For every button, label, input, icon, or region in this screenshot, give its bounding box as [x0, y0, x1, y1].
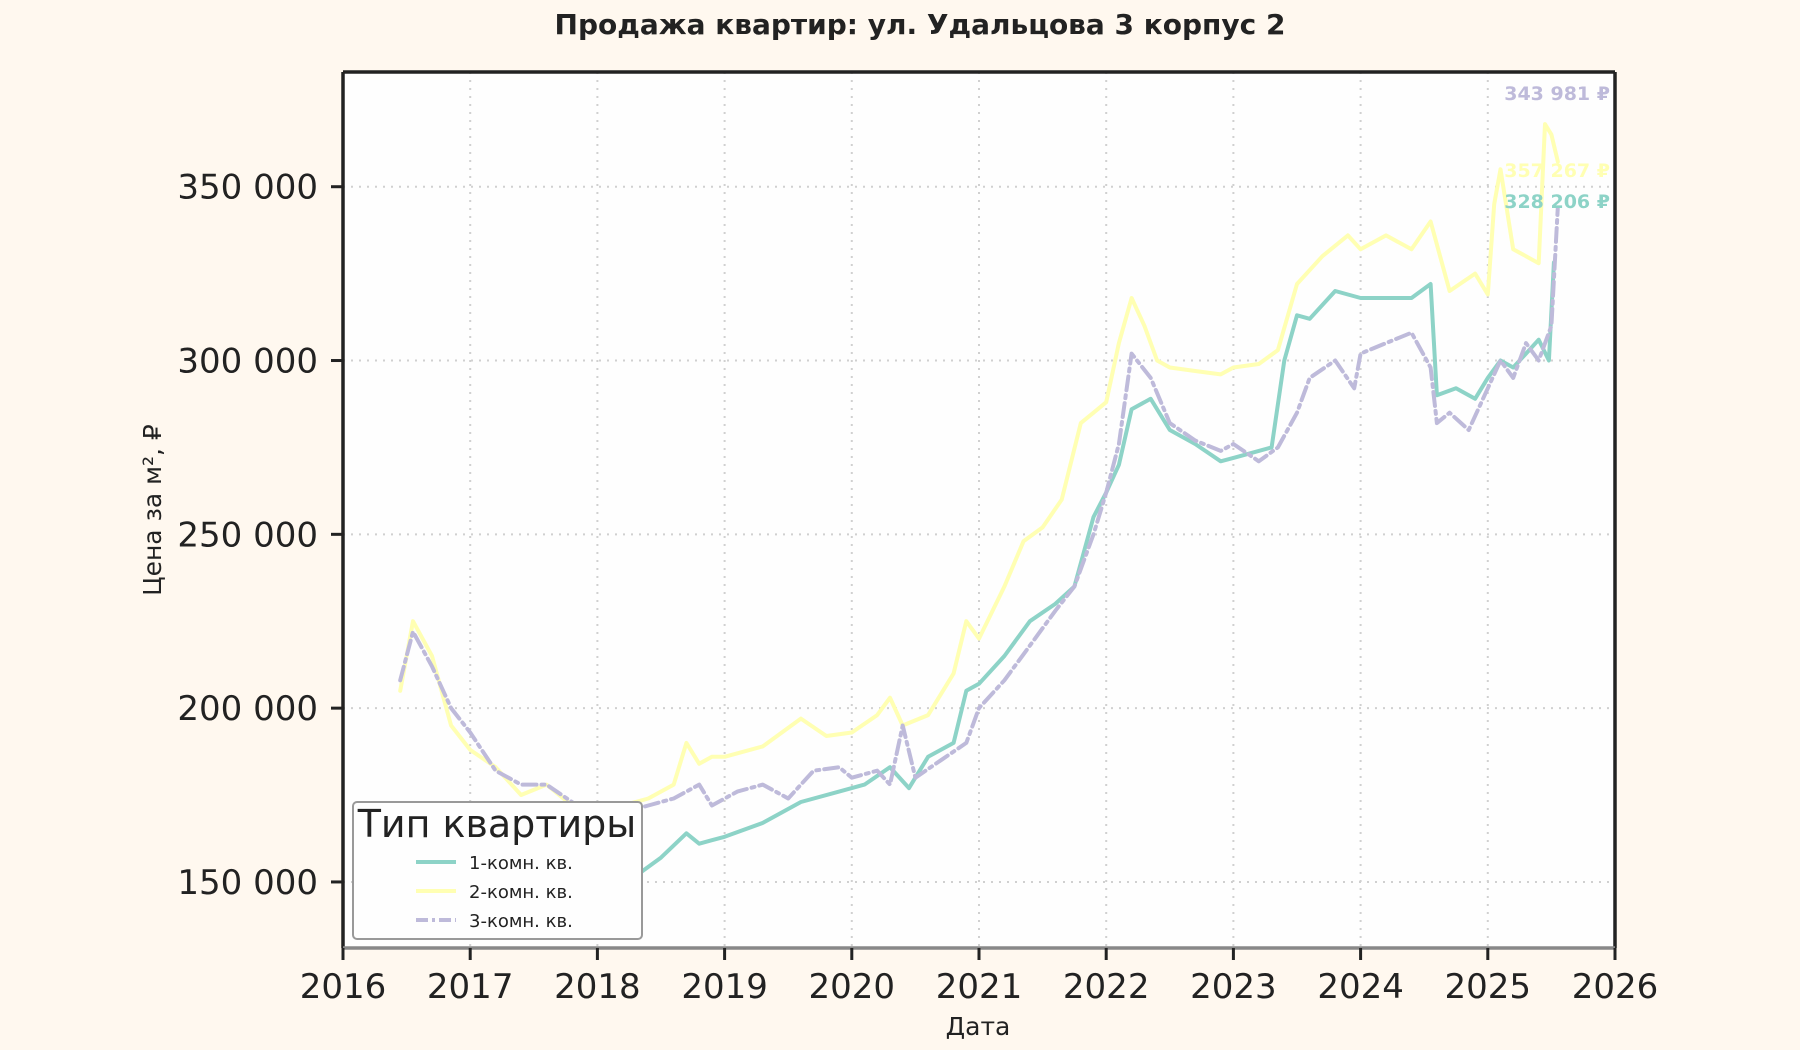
x-tick-label: 2018	[554, 967, 641, 1007]
legend-title: Тип квартиры	[357, 802, 637, 846]
x-tick-label: 2026	[1572, 967, 1659, 1007]
axes	[341, 70, 1617, 950]
y-tick-label: 300 000	[177, 342, 318, 382]
x-ticks: 2016 2017 2018 2019 2020 2021 2022 2023 2024 2025…	[300, 948, 1659, 1007]
legend-label-1: 1-комн. кв.	[469, 853, 573, 874]
x-tick-label: 2016	[300, 967, 387, 1007]
series-end-label-3: 343 981 ₽	[1504, 83, 1610, 105]
x-tick-label: 2023	[1190, 967, 1277, 1007]
y-tick-label: 200 000	[177, 689, 318, 729]
legend: Тип квартиры 1-комн. кв. 2-комн. кв. 3-ком…	[352, 801, 643, 940]
legend-label-2: 2-комн. кв.	[469, 882, 573, 903]
y-ticks: 150 000 200 000 250 000 300 000 350 000	[177, 168, 343, 903]
y-tick-label: 350 000	[177, 168, 318, 208]
legend-items: 1-комн. кв. 2-комн. кв. 3-комн. кв.	[416, 853, 573, 932]
y-axis-label: Цена за м², ₽	[138, 424, 167, 596]
y-tick-label: 250 000	[177, 515, 318, 555]
y-tick-label: 150 000	[177, 863, 318, 903]
x-tick-label: 2021	[936, 967, 1023, 1007]
x-tick-label: 2020	[809, 967, 896, 1007]
x-tick-label: 2024	[1317, 967, 1404, 1007]
x-tick-label: 2022	[1063, 967, 1150, 1007]
legend-box	[352, 801, 643, 940]
series-end-label-2: 357 267 ₽	[1504, 160, 1610, 182]
x-tick-label: 2019	[681, 967, 768, 1007]
x-tick-label: 2017	[427, 967, 514, 1007]
series-end-label-1: 328 206 ₽	[1504, 191, 1610, 213]
x-tick-label: 2025	[1445, 967, 1532, 1007]
end-labels: 328 206 ₽ 357 267 ₽ 343 981 ₽	[1504, 83, 1610, 213]
chart-title: Продажа квартир: ул. Удальцова 3 корпус …	[555, 8, 1286, 41]
x-axis-label: Дата	[946, 1012, 1011, 1041]
legend-label-3: 3-комн. кв.	[469, 911, 573, 932]
series-line-1	[563, 260, 1556, 919]
